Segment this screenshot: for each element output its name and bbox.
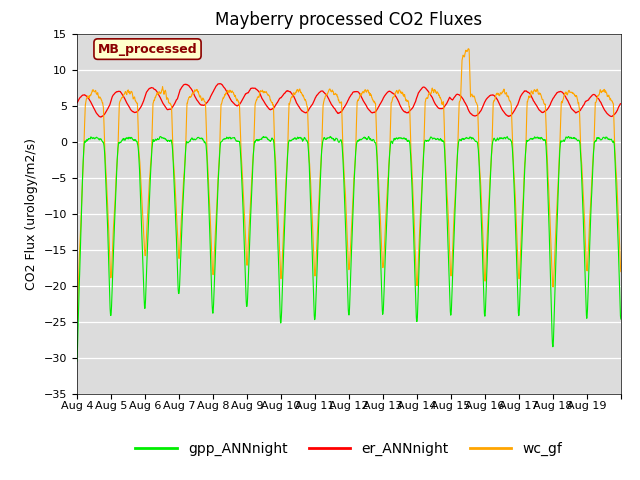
er_ANNnight xyxy=(97,114,105,120)
Line: er_ANNnight: er_ANNnight xyxy=(77,84,621,117)
Title: Mayberry processed CO2 Fluxes: Mayberry processed CO2 Fluxes xyxy=(215,11,483,29)
Line: gpp_ANNnight: gpp_ANNnight xyxy=(77,136,621,361)
er_ANNnight xyxy=(617,101,625,107)
gpp_ANNnight xyxy=(477,212,485,218)
gpp_ANNnight xyxy=(617,316,625,322)
wc_gf xyxy=(465,46,472,52)
wc_gf xyxy=(557,108,564,114)
er_ANNnight xyxy=(325,96,333,102)
wc_gf xyxy=(73,317,81,323)
wc_gf xyxy=(324,90,332,96)
gpp_ANNnight xyxy=(326,133,334,139)
gpp_ANNnight xyxy=(335,139,342,145)
gpp_ANNnight xyxy=(158,134,166,140)
gpp_ANNnight xyxy=(610,140,618,146)
wc_gf xyxy=(617,269,625,275)
Line: wc_gf: wc_gf xyxy=(77,49,621,320)
er_ANNnight xyxy=(477,107,485,112)
Legend: gpp_ANNnight, er_ANNnight, wc_gf: gpp_ANNnight, er_ANNnight, wc_gf xyxy=(130,436,568,462)
er_ANNnight xyxy=(216,81,224,86)
gpp_ANNnight xyxy=(324,135,332,141)
wc_gf xyxy=(335,97,342,103)
Y-axis label: CO2 Flux (urology/m2/s): CO2 Flux (urology/m2/s) xyxy=(25,138,38,289)
er_ANNnight xyxy=(611,111,618,117)
er_ANNnight xyxy=(73,100,81,106)
er_ANNnight xyxy=(158,99,166,105)
wc_gf xyxy=(477,192,485,198)
gpp_ANNnight xyxy=(73,359,81,364)
wc_gf xyxy=(158,87,166,93)
gpp_ANNnight xyxy=(557,138,564,144)
er_ANNnight xyxy=(557,89,565,95)
Text: MB_processed: MB_processed xyxy=(98,43,197,56)
er_ANNnight xyxy=(335,110,343,116)
wc_gf xyxy=(610,122,618,128)
